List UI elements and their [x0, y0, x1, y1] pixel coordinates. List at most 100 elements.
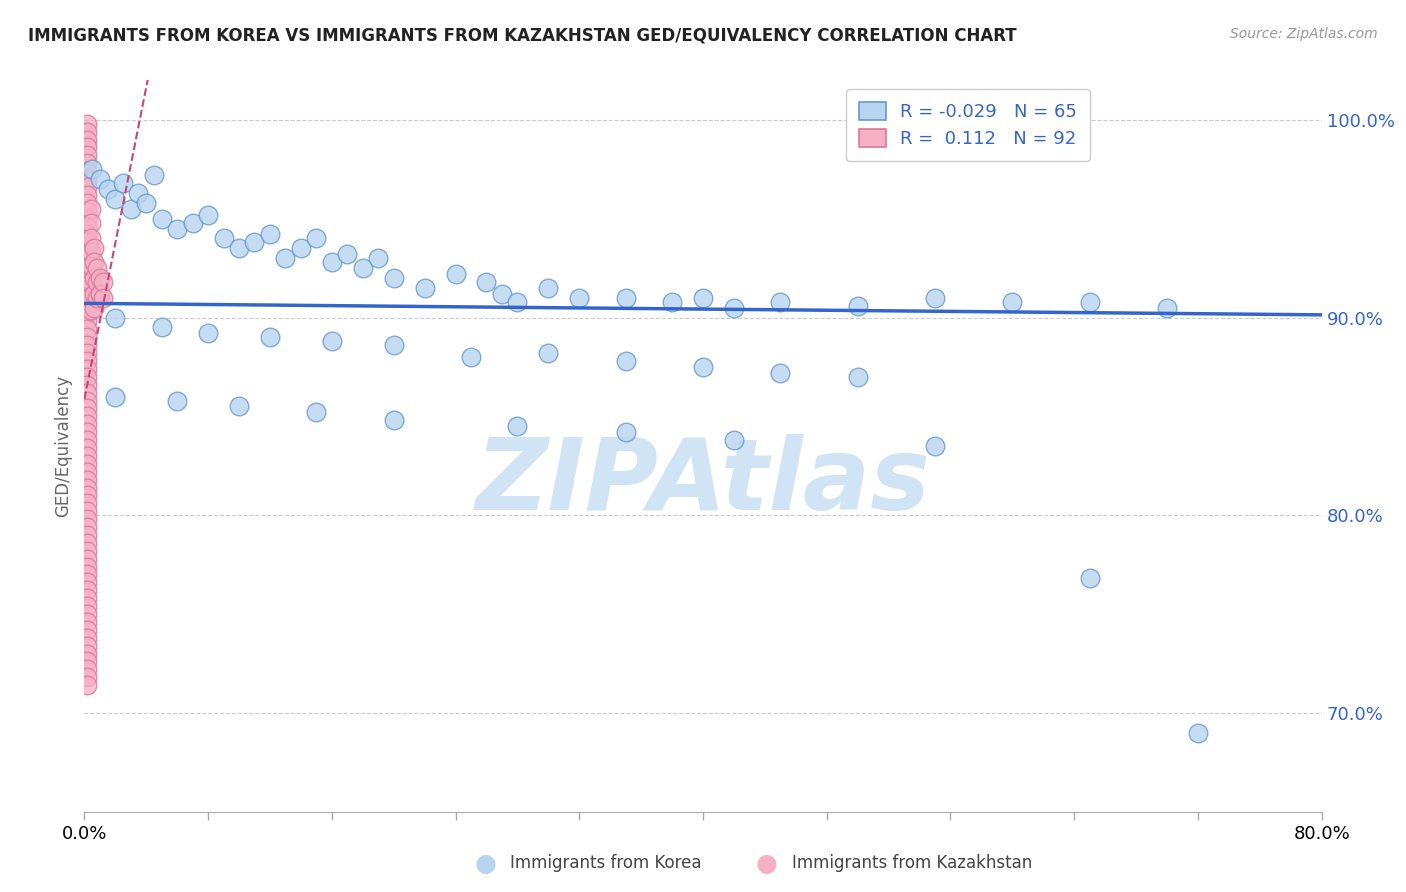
Point [91, 291, 114, 305]
Point [76, 259, 98, 273]
Point [336, 247, 359, 261]
Point [491, 286, 513, 301]
Point [104, 390, 127, 404]
Point [76, 251, 98, 265]
Point [83, 286, 105, 301]
Point [76, 599, 98, 614]
Point [79, 216, 101, 230]
Point [382, 413, 405, 427]
Point [89, 172, 111, 186]
Point [89, 286, 111, 301]
Point [76, 465, 98, 479]
Point [112, 176, 135, 190]
Point [924, 439, 946, 453]
Point [89, 271, 111, 285]
Point [305, 405, 328, 419]
Point [197, 326, 219, 341]
Point [1187, 725, 1209, 739]
Point [76, 307, 98, 321]
Point [290, 241, 312, 255]
Point [76, 393, 98, 408]
Point [76, 607, 98, 621]
Point [76, 433, 98, 447]
Point [86, 261, 108, 276]
Point [475, 275, 498, 289]
Text: Immigrants from Kazakhstan: Immigrants from Kazakhstan [792, 855, 1032, 872]
Legend: R = -0.029   N = 65, R =  0.112   N = 92: R = -0.029 N = 65, R = 0.112 N = 92 [846, 89, 1090, 161]
Point [76, 504, 98, 518]
Point [305, 231, 328, 245]
Point [321, 334, 343, 349]
Point [83, 241, 105, 255]
Point [166, 393, 188, 408]
Point [614, 354, 637, 368]
Point [76, 655, 98, 669]
Point [79, 245, 101, 260]
Point [321, 255, 343, 269]
Text: Source: ZipAtlas.com: Source: ZipAtlas.com [1230, 27, 1378, 41]
Point [924, 291, 946, 305]
Point [86, 291, 108, 305]
Point [79, 231, 101, 245]
Point [769, 366, 792, 380]
Point [181, 216, 204, 230]
Point [76, 520, 98, 534]
Point [76, 362, 98, 376]
Point [76, 291, 98, 305]
Point [79, 302, 101, 317]
Point [76, 156, 98, 170]
Point [274, 251, 297, 265]
Point [76, 512, 98, 526]
Point [76, 631, 98, 645]
Point [76, 125, 98, 139]
Point [76, 425, 98, 439]
Point [1078, 571, 1101, 585]
Point [79, 289, 101, 303]
Point [76, 377, 98, 392]
Point [76, 591, 98, 606]
Point [537, 281, 560, 295]
Point [1001, 294, 1024, 309]
Point [76, 164, 98, 178]
Point [76, 678, 98, 692]
Point [259, 330, 281, 344]
Point [76, 615, 98, 629]
Point [76, 536, 98, 550]
Point [150, 320, 173, 334]
Point [212, 231, 235, 245]
Point [506, 419, 529, 434]
Point [460, 350, 482, 364]
Point [76, 639, 98, 653]
Point [79, 259, 101, 273]
Point [76, 528, 98, 542]
Point [661, 294, 683, 309]
Point [76, 188, 98, 202]
Point [76, 473, 98, 487]
Point [76, 275, 98, 289]
Point [228, 241, 250, 255]
Point [76, 283, 98, 297]
Point [76, 369, 98, 384]
Point [568, 291, 591, 305]
Point [76, 457, 98, 471]
Point [76, 314, 98, 328]
Point [76, 481, 98, 495]
Point [83, 271, 105, 285]
Point [76, 219, 98, 234]
Point [76, 449, 98, 463]
Point [79, 275, 101, 289]
Point [723, 301, 745, 315]
Point [143, 168, 166, 182]
Point [76, 488, 98, 502]
Point [82, 162, 104, 177]
Point [76, 670, 98, 684]
Point [86, 275, 108, 289]
Point [76, 338, 98, 352]
Text: ZIPAtlas: ZIPAtlas [475, 434, 931, 531]
Point [76, 567, 98, 582]
Point [104, 310, 127, 325]
Point [413, 281, 436, 295]
Point [76, 148, 98, 162]
Point [76, 346, 98, 360]
Point [692, 359, 714, 374]
